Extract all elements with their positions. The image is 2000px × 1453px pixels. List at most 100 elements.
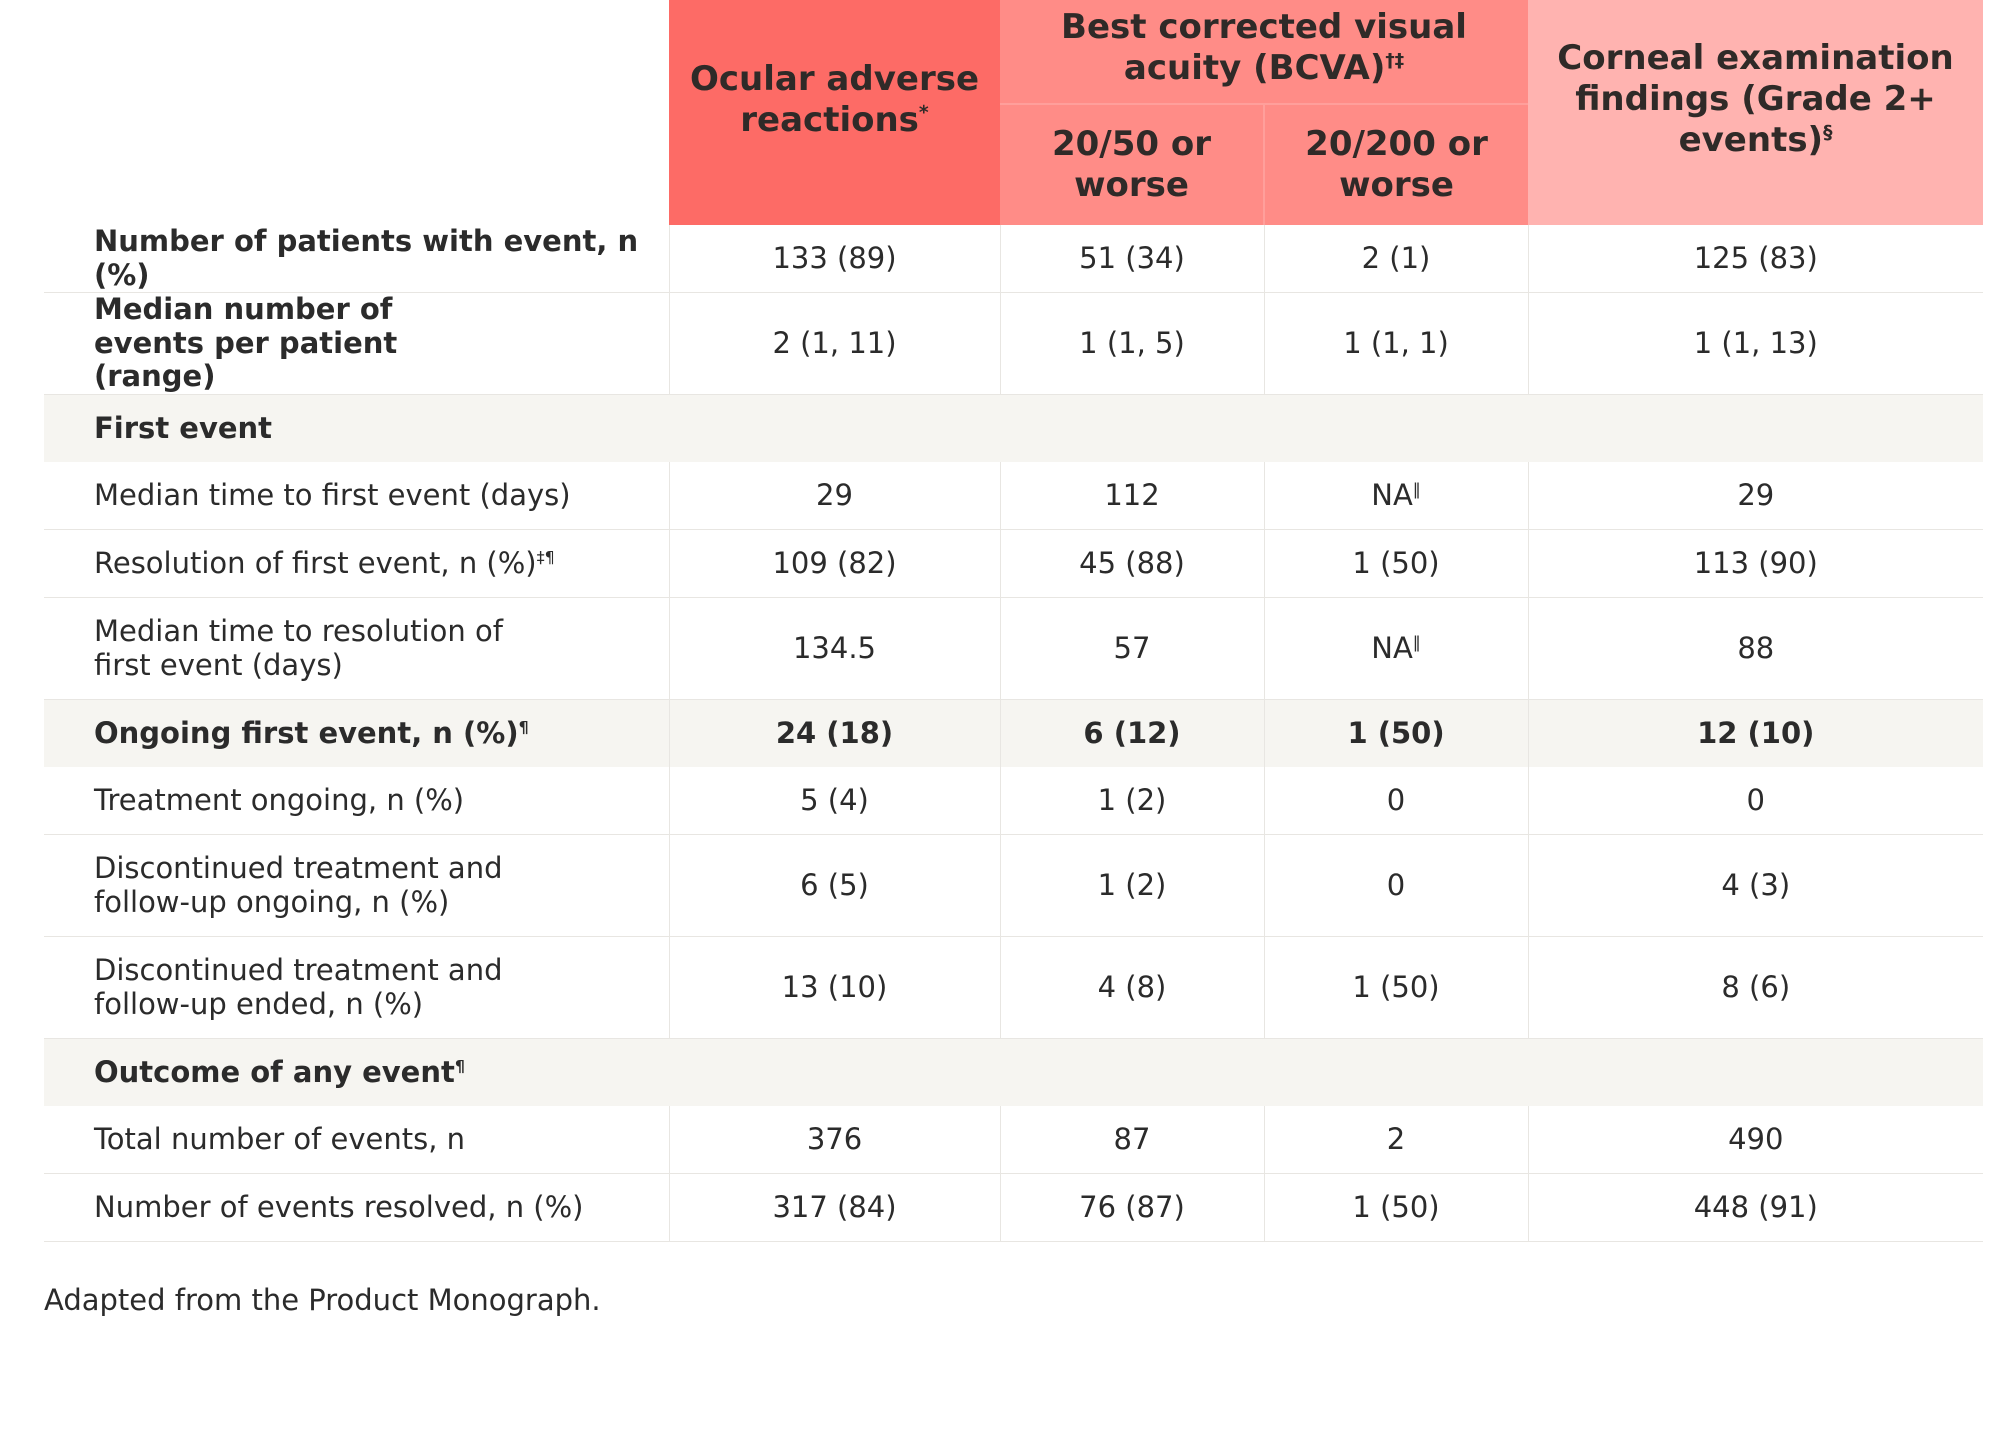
- row-label-text: Number of events resolved, n (%): [94, 1189, 584, 1224]
- cell-bcva-20-200: NA‖: [1263, 597, 1529, 700]
- header-corneal-text: Corneal examination findings (Grade 2+ e…: [1557, 38, 1954, 160]
- cell-bcva-20-50: 87: [999, 1106, 1264, 1174]
- cell-bcva-20-200: 1 (50): [1263, 529, 1529, 598]
- cell-ocular: 109 (82): [668, 529, 1000, 598]
- cell-bcva-20-200: NA‖: [1263, 462, 1529, 530]
- section-row-outcome-any-event: Outcome of any event¶: [44, 1038, 1984, 1106]
- safety-table-container: Ocular adverse reactions* Best corrected…: [44, 0, 1984, 1242]
- cell-corneal: 113 (90): [1527, 529, 1984, 598]
- header-bcva-sup: †‡: [1385, 50, 1405, 72]
- table-row: Number of patients with event, n (%) 133…: [44, 224, 1984, 293]
- header-corneal-sup: §: [1823, 122, 1833, 144]
- table-row: Discontinued treatment and follow-up end…: [44, 936, 1984, 1039]
- cell-value: NA: [1371, 477, 1413, 512]
- section-label: First event: [44, 394, 669, 462]
- row-label: Median time to resolution of first event…: [44, 597, 669, 700]
- row-label: Number of patients with event, n (%): [44, 224, 669, 293]
- row-label-text: Resolution of first event, n (%): [94, 545, 537, 580]
- cell-bcva-20-50: 51 (34): [999, 225, 1264, 293]
- row-label: Median number of events per patient (ran…: [44, 292, 669, 395]
- table-row: Discontinued treatment and follow-up ong…: [44, 834, 1984, 937]
- header-ocular-sup: *: [918, 102, 929, 124]
- header-bcva-20-200: 20/200 or worse: [1264, 103, 1529, 225]
- header-corneal-findings: Corneal examination findings (Grade 2+ e…: [1528, 0, 1984, 225]
- row-label: Resolution of first event, n (%)‡¶: [44, 529, 669, 598]
- cell-ocular: 317 (84): [668, 1173, 1000, 1242]
- header-bcva-20-50: 20/50 or worse: [1000, 103, 1265, 225]
- cell-corneal: 12 (10): [1527, 699, 1984, 767]
- cell-bcva-20-200: 0: [1263, 767, 1529, 835]
- row-label-text: Discontinued treatment and follow-up end…: [94, 953, 503, 1021]
- cell-bcva-20-50: 57: [999, 597, 1264, 700]
- cell-bcva-20-50: 76 (87): [999, 1173, 1264, 1242]
- section-row-first-event: First event: [44, 394, 1984, 462]
- ocular-events-table: Ocular adverse reactions* Best corrected…: [44, 0, 1984, 1242]
- row-label: Discontinued treatment and follow-up ong…: [44, 834, 669, 937]
- row-label-text: Median number of events per patient (ran…: [94, 292, 398, 394]
- section-label: Outcome of any event¶: [44, 1038, 669, 1106]
- cell-ocular: 24 (18): [668, 699, 1000, 767]
- row-label-text: Ongoing first event, n (%): [94, 715, 519, 750]
- section-label-sup: ¶: [454, 1056, 465, 1076]
- cell-bcva-20-50: 1 (2): [999, 834, 1264, 937]
- cell-bcva-20-200: 1 (50): [1263, 1173, 1529, 1242]
- cell-bcva-20-200: 0: [1263, 834, 1529, 937]
- cell-bcva-20-200: 2: [1263, 1106, 1529, 1174]
- cell-bcva-20-200: 1 (50): [1263, 936, 1529, 1039]
- row-label: Treatment ongoing, n (%): [44, 767, 669, 835]
- cell-ocular: 376: [668, 1106, 1000, 1174]
- header-bcva: Best corrected visual acuity (BCVA)†‡: [1000, 0, 1529, 105]
- row-label-text: Discontinued treatment and follow-up ong…: [94, 851, 503, 919]
- row-label: Median time to first event (days): [44, 462, 669, 530]
- cell-bcva-20-200: 1 (1, 1): [1263, 292, 1529, 395]
- table-row: Total number of events, n 376 87 2 490: [44, 1106, 1984, 1174]
- cell-bcva-20-200: 2 (1): [1263, 225, 1529, 293]
- section-label-text: Outcome of any event: [94, 1054, 455, 1089]
- table-row: Treatment ongoing, n (%) 5 (4) 1 (2) 0 0: [44, 767, 1984, 835]
- row-label: Discontinued treatment and follow-up end…: [44, 936, 669, 1039]
- cell-bcva-20-50: 6 (12): [999, 699, 1264, 767]
- header-ocular-text: Ocular adverse reactions: [689, 58, 980, 140]
- cell-ocular: 29: [668, 462, 1000, 530]
- section-label-text: First event: [94, 410, 273, 445]
- cell-ocular: 2 (1, 11): [668, 292, 1000, 395]
- section-spacer: [669, 1038, 1984, 1106]
- cell-ocular: 5 (4): [668, 767, 1000, 835]
- row-label-text: Treatment ongoing, n (%): [94, 782, 465, 817]
- cell-ocular: 13 (10): [668, 936, 1000, 1039]
- table-row: Median time to resolution of first event…: [44, 597, 1984, 700]
- table-row: Resolution of first event, n (%)‡¶ 109 (…: [44, 529, 1984, 598]
- row-label-text: Median time to resolution of first event…: [94, 614, 503, 682]
- cell-corneal: 125 (83): [1527, 225, 1984, 293]
- row-label-text: Median time to first event (days): [94, 477, 571, 512]
- source-footnote: Adapted from the Product Monograph.: [44, 1283, 601, 1317]
- cell-ocular: 134.5: [668, 597, 1000, 700]
- cell-bcva-20-50: 1 (1, 5): [999, 292, 1264, 395]
- cell-corneal: 0: [1527, 767, 1984, 835]
- cell-corneal: 8 (6): [1527, 936, 1984, 1039]
- section-spacer: [669, 394, 1984, 462]
- row-label-text: Number of patients with event, n (%): [94, 224, 639, 292]
- cell-corneal: 490: [1527, 1106, 1984, 1174]
- row-label: Total number of events, n: [44, 1106, 669, 1174]
- header-blank: [44, 0, 669, 225]
- cell-bcva-20-50: 4 (8): [999, 936, 1264, 1039]
- header-ocular-adverse-reactions: Ocular adverse reactions*: [669, 0, 1000, 225]
- cell-ocular: 6 (5): [668, 834, 1000, 937]
- table-row: Number of events resolved, n (%) 317 (84…: [44, 1173, 1984, 1242]
- cell-corneal: 29: [1527, 462, 1984, 530]
- cell-value: NA: [1371, 630, 1413, 665]
- table-row: Median number of events per patient (ran…: [44, 292, 1984, 395]
- row-label-sup: ‡¶: [536, 547, 555, 567]
- row-label: Number of events resolved, n (%): [44, 1173, 669, 1242]
- cell-corneal: 4 (3): [1527, 834, 1984, 937]
- row-label-text: Total number of events, n: [94, 1121, 466, 1156]
- cell-corneal: 1 (1, 13): [1527, 292, 1984, 395]
- cell-ocular: 133 (89): [668, 225, 1000, 293]
- cell-bcva-20-50: 1 (2): [999, 767, 1264, 835]
- cell-corneal: 88: [1527, 597, 1984, 700]
- row-label: Ongoing first event, n (%)¶: [44, 699, 669, 767]
- table-row: Median time to first event (days) 29 112…: [44, 462, 1984, 530]
- header-bcva-text: Best corrected visual acuity (BCVA): [1061, 7, 1467, 88]
- cell-bcva-20-200: 1 (50): [1263, 699, 1529, 767]
